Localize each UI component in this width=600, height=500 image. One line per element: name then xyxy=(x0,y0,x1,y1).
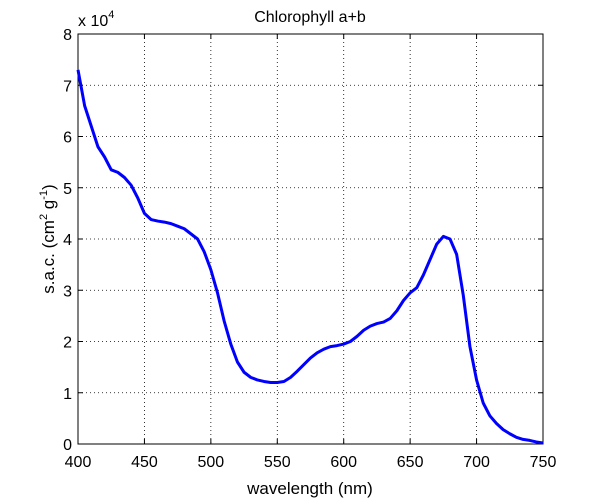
y-multiplier: x 104 xyxy=(78,9,114,30)
plot-frame xyxy=(77,33,544,445)
y-tick-label: 1 xyxy=(63,386,72,403)
y-tick-label: 4 xyxy=(63,232,72,249)
x-tick-label: 700 xyxy=(463,454,490,471)
x-tick-label: 750 xyxy=(530,454,557,471)
y-label-sup: 2 xyxy=(38,214,50,220)
y-tick-label: 8 xyxy=(63,27,72,44)
y-tick-label: 5 xyxy=(63,181,72,198)
y-tick-label: 0 xyxy=(63,437,72,454)
y-multiplier-exp: 4 xyxy=(108,9,114,21)
chart-title: Chlorophyll a+b xyxy=(254,9,366,26)
y-label-sup: -1 xyxy=(38,190,50,200)
y-tick-label: 7 xyxy=(63,78,72,95)
y-label-part: g xyxy=(39,200,58,214)
x-axis-label: wavelength (nm) xyxy=(246,479,373,498)
x-tick-label: 550 xyxy=(264,454,291,471)
y-label-part: ) xyxy=(39,184,58,190)
y-tick-label: 3 xyxy=(63,283,72,300)
y-tick-label: 2 xyxy=(63,335,72,352)
y-tick-label: 6 xyxy=(63,130,72,147)
x-tick-label: 450 xyxy=(131,454,158,471)
y-label-part: s.a.c. (cm xyxy=(39,220,58,294)
x-tick-label: 600 xyxy=(330,454,357,471)
y-multiplier-base: x 10 xyxy=(78,13,108,30)
x-tick-label: 400 xyxy=(65,454,92,471)
data-line xyxy=(76,69,544,445)
x-tick-label: 650 xyxy=(397,454,424,471)
x-tick-label: 500 xyxy=(198,454,225,471)
y-axis-label: s.a.c. (cm2 g-1) xyxy=(38,184,58,293)
